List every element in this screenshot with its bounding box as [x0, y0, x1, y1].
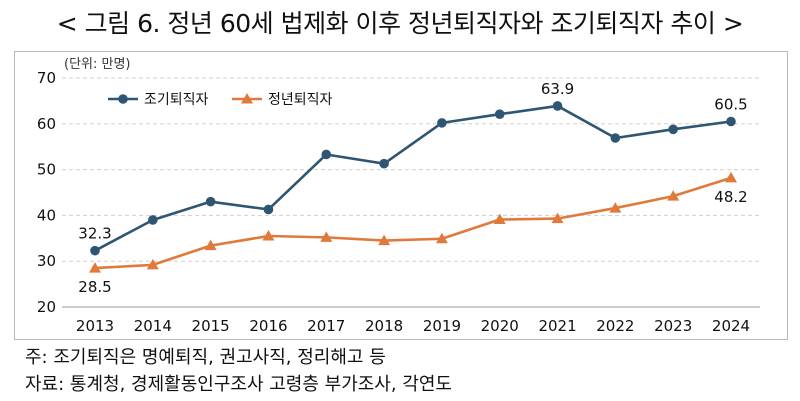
point-early-2021 [552, 101, 563, 111]
point-retire-2015 [204, 239, 217, 251]
y-tick-label-40: 40 [37, 206, 56, 224]
point-retire-2023 [667, 190, 680, 201]
point-early-2022 [610, 133, 621, 143]
y-tick-label-20: 20 [37, 298, 56, 316]
x-tick-label-2023: 2023 [654, 317, 692, 335]
y-tick-label-50: 50 [37, 161, 56, 179]
point-early-2018 [379, 158, 389, 169]
point-retire-2018 [378, 234, 391, 246]
series-line-early-retirees [94, 104, 732, 252]
line-chart: 20 30 40 50 60 70 (단위: 만명) 2013 2014 2015 2016 2017… [37, 57, 760, 335]
x-tick-label-2014: 2014 [134, 317, 172, 335]
figure-title: < 그림 6. 정년 60세 법제화 이후 정년퇴직자와 조기퇴직자 추이 > [56, 9, 744, 38]
x-tick-label-2017: 2017 [307, 317, 345, 335]
point-early-2024 [726, 116, 736, 127]
x-tick-label-2019: 2019 [423, 317, 461, 335]
legend-marker-early [118, 94, 128, 104]
legend-label-early: 조기퇴직자 [144, 92, 209, 108]
x-tick-label-2015: 2015 [192, 317, 230, 335]
x-tick-label-2020: 2020 [481, 317, 519, 335]
note-source: 자료: 통계청, 경제활동인구조사 고령층 부가조사, 각연도 [25, 374, 452, 395]
point-early-2023 [668, 124, 678, 135]
data-label-early-2024: 60.5 [714, 96, 747, 114]
point-retire-2014 [146, 258, 159, 270]
point-early-2013 [90, 245, 100, 256]
x-tick-label-2013: 2013 [76, 317, 114, 335]
point-retire-2019 [435, 232, 448, 244]
x-tick-label-2024: 2024 [712, 317, 750, 335]
point-retire-2013 [89, 262, 101, 273]
data-label-retire-2013: 28.5 [78, 278, 111, 296]
point-early-2020 [494, 109, 505, 119]
x-tick-label-2022: 2022 [596, 317, 634, 335]
legend-label-retire: 정년퇴직자 [268, 92, 333, 108]
y-tick-label-30: 30 [37, 252, 56, 270]
x-tick-label-2018: 2018 [365, 317, 403, 335]
point-retire-2017 [320, 231, 333, 242]
point-retire-2020 [493, 213, 506, 225]
point-retire-2022 [609, 202, 622, 213]
unit-label: (단위: 만명) [64, 57, 131, 72]
footnotes: 주: 조기퇴직은 명예퇴직, 권고사직, 정리해고 등 자료: 통계청, 경제활… [25, 344, 452, 398]
data-label-early-2021: 63.9 [541, 80, 574, 98]
point-early-2017 [321, 149, 332, 160]
point-retire-2024 [725, 171, 737, 183]
point-early-2019 [437, 118, 447, 128]
note-definition: 주: 조기퇴직은 명예퇴직, 권고사직, 정리해고 등 [25, 347, 386, 368]
y-tick-label-70: 70 [37, 69, 56, 87]
x-tick-label-2016: 2016 [249, 317, 287, 335]
data-label-retire-2024: 48.2 [714, 188, 747, 206]
point-early-2015 [205, 196, 216, 207]
y-tick-label-60: 60 [37, 115, 56, 133]
series-line-mandatory-retirees [94, 176, 732, 270]
point-retire-2021 [551, 212, 564, 224]
x-tick-label-2021: 2021 [538, 317, 576, 335]
point-early-2014 [148, 215, 158, 225]
point-early-2016 [263, 204, 274, 215]
chart-frame [14, 51, 788, 340]
legend-marker-retire [241, 93, 253, 104]
point-retire-2016 [262, 230, 275, 241]
data-label-early-2013: 32.3 [78, 225, 111, 243]
